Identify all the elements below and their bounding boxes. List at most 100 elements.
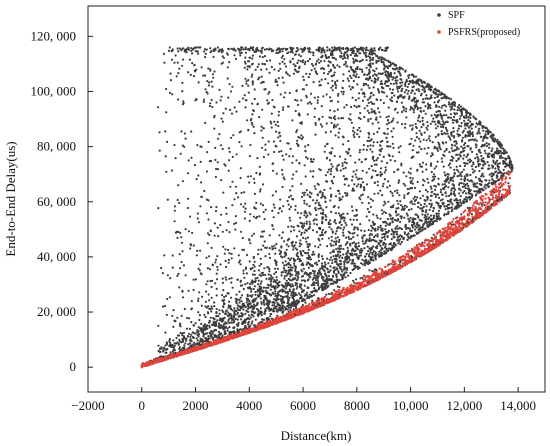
spf-point — [453, 194, 457, 197]
spf-point — [170, 169, 173, 172]
spf-point — [499, 177, 502, 180]
spf-point — [467, 116, 470, 119]
spf-point — [256, 313, 259, 316]
spf-point — [287, 266, 290, 269]
spf-point — [267, 153, 270, 156]
spf-point — [358, 196, 361, 199]
spf-point — [375, 118, 378, 121]
spf-point — [447, 194, 451, 197]
spf-point — [429, 199, 432, 202]
spf-point — [348, 258, 352, 261]
spf-point — [288, 283, 291, 286]
spf-point — [314, 133, 317, 136]
spf-point — [370, 224, 373, 227]
spf-point — [349, 53, 352, 57]
spf-point — [317, 201, 320, 204]
spf-point — [433, 113, 436, 116]
spf-point — [244, 324, 247, 327]
spf-point — [281, 54, 284, 58]
spf-point — [284, 287, 287, 290]
spf-point — [209, 331, 212, 334]
spf-point — [336, 79, 339, 82]
spf-point — [221, 309, 224, 312]
spf-point — [250, 75, 253, 78]
spf-point — [283, 255, 286, 258]
spf-point — [469, 120, 472, 123]
spf-point — [255, 201, 258, 204]
spf-point — [177, 272, 180, 275]
spf-point — [343, 183, 346, 186]
spf-point — [262, 299, 265, 302]
spf-point — [451, 176, 454, 179]
spf-point — [395, 214, 398, 217]
spf-point — [221, 147, 224, 151]
spf-point — [377, 241, 380, 245]
spf-point — [262, 155, 265, 159]
spf-point — [345, 150, 348, 153]
spf-point — [333, 126, 336, 129]
spf-point — [452, 121, 455, 124]
spf-point — [297, 136, 300, 139]
spf-point — [245, 82, 248, 85]
spf-point — [273, 304, 276, 307]
spf-point — [277, 211, 280, 215]
spf-point — [288, 288, 291, 291]
spf-point — [363, 274, 366, 277]
spf-point — [210, 98, 213, 102]
spf-point — [417, 151, 420, 154]
spf-point — [370, 138, 373, 141]
spf-point — [181, 90, 184, 93]
spf-point — [353, 46, 356, 49]
spf-point — [360, 88, 363, 91]
spf-point — [343, 178, 347, 181]
spf-point — [355, 278, 358, 281]
spf-point — [358, 135, 361, 138]
spf-point — [379, 150, 382, 153]
spf-point — [315, 60, 318, 63]
spf-point — [333, 154, 336, 158]
spf-point — [294, 204, 297, 208]
spf-point — [443, 150, 446, 153]
spf-point — [289, 309, 292, 312]
spf-point — [263, 267, 266, 270]
spf-point — [432, 175, 435, 178]
spf-point — [362, 144, 365, 147]
spf-point — [324, 145, 327, 148]
spf-point — [226, 329, 229, 332]
spf-point — [316, 297, 319, 300]
spf-point — [308, 191, 311, 194]
spf-point — [405, 116, 408, 119]
spf-point — [264, 255, 267, 258]
spf-point — [332, 116, 335, 119]
spf-point — [464, 186, 467, 190]
spf-point — [297, 59, 300, 62]
spf-point — [295, 159, 298, 162]
spf-point — [321, 216, 324, 219]
spf-point — [222, 191, 225, 194]
spf-point — [360, 251, 363, 254]
spf-point — [276, 267, 279, 270]
spf-point — [372, 132, 375, 135]
spf-point — [302, 224, 306, 227]
spf-point — [165, 348, 168, 351]
spf-point — [340, 213, 343, 217]
spf-point — [368, 167, 371, 170]
spf-point — [189, 344, 192, 347]
spf-point — [230, 257, 233, 260]
spf-point — [330, 228, 333, 231]
spf-point — [252, 177, 256, 180]
spf-point — [449, 113, 452, 116]
spf-point — [265, 291, 268, 294]
spf-point — [377, 72, 380, 75]
spf-point — [283, 277, 286, 280]
spf-point — [353, 135, 356, 139]
spf-point — [366, 98, 369, 101]
spf-point — [400, 241, 403, 244]
spf-point — [267, 283, 270, 287]
spf-point — [216, 268, 219, 271]
spf-point — [321, 191, 324, 194]
spf-point — [353, 214, 356, 217]
spf-point — [328, 258, 331, 261]
spf-point — [483, 185, 486, 188]
spf-point — [441, 123, 444, 126]
